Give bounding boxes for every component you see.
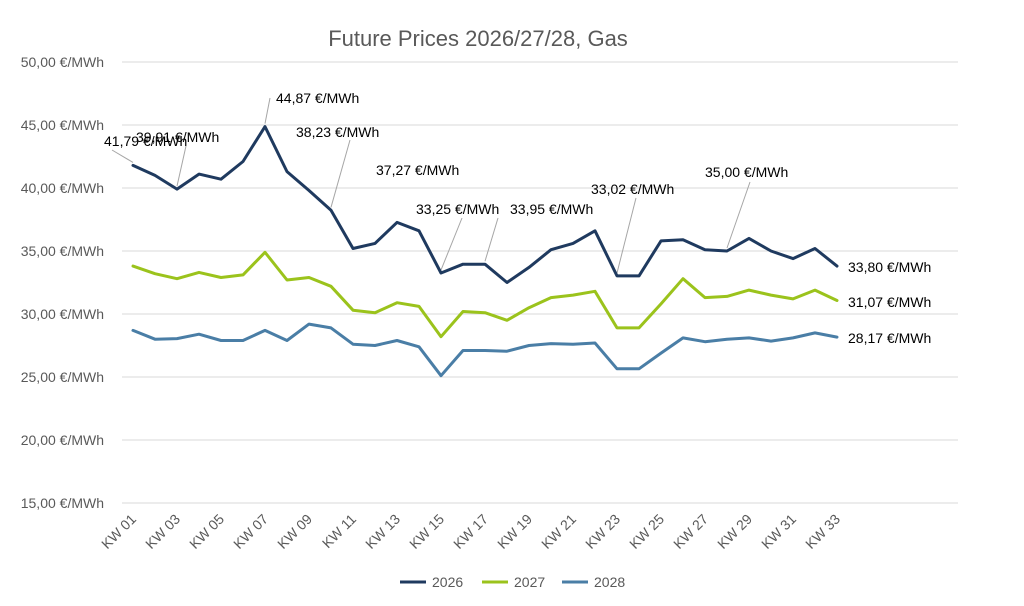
series-line-2027 <box>131 250 839 339</box>
legend-label-2026: 2026 <box>432 574 463 590</box>
x-tick-label: KW 15 <box>406 511 447 552</box>
legend-label-2028: 2028 <box>594 574 625 590</box>
leader-line <box>726 181 751 249</box>
x-tick-label: KW 33 <box>802 511 843 552</box>
data-label: 33,25 €/MWh <box>416 201 499 217</box>
series-line-2026 <box>131 125 839 284</box>
leader-line <box>264 97 271 124</box>
x-tick-label: KW 23 <box>582 511 623 552</box>
x-tick-label: KW 27 <box>670 511 711 552</box>
chart-title: Future Prices 2026/27/28, Gas <box>328 26 628 51</box>
gridlines <box>122 61 958 504</box>
y-tick-label: 40,00 €/MWh <box>21 180 104 196</box>
data-label: 33,02 €/MWh <box>591 181 674 197</box>
y-tick-label: 30,00 €/MWh <box>21 306 104 322</box>
x-tick-label: KW 09 <box>274 511 315 552</box>
y-tick-label: 20,00 €/MWh <box>21 432 104 448</box>
annotation-leader-lines <box>111 97 751 274</box>
x-tick-label: KW 01 <box>98 511 139 552</box>
data-label: 33,80 €/MWh <box>848 259 931 275</box>
data-label: 41,79 €/MWh <box>104 133 187 149</box>
leader-line <box>484 217 499 262</box>
leader-line <box>330 139 351 208</box>
x-tick-label: KW 19 <box>494 511 535 552</box>
data-label: 28,17 €/MWh <box>848 330 931 346</box>
data-label: 31,07 €/MWh <box>848 294 931 310</box>
data-label: 44,87 €/MWh <box>276 90 359 106</box>
x-axis-tick-labels: KW 01 KW 03 KW 05 KW 07 KW 09 KW 11 KW 13 KW 15… <box>98 511 843 552</box>
data-label: 33,95 €/MWh <box>510 201 593 217</box>
series-lines <box>131 125 839 378</box>
data-label: 37,27 €/MWh <box>376 162 459 178</box>
x-tick-label: KW 05 <box>186 511 227 552</box>
y-tick-label: 35,00 €/MWh <box>21 243 104 259</box>
x-tick-label: KW 31 <box>758 511 799 552</box>
x-tick-label: KW 25 <box>626 511 667 552</box>
leader-line <box>616 197 637 274</box>
y-tick-label: 45,00 €/MWh <box>21 117 104 133</box>
data-label: 39,91 €/MWh <box>136 129 219 145</box>
x-tick-label: KW 21 <box>538 511 579 552</box>
y-axis-tick-labels: 15,00 €/MWh 20,00 €/MWh 25,00 €/MWh 30,00 €… <box>21 54 104 511</box>
leader-line <box>111 149 134 163</box>
series-line-2028 <box>131 322 839 378</box>
x-tick-label: KW 29 <box>714 511 755 552</box>
x-tick-label: KW 07 <box>230 511 271 552</box>
y-tick-label: 50,00 €/MWh <box>21 54 104 70</box>
legend: 2026 2027 2028 <box>400 574 625 590</box>
x-tick-label: KW 13 <box>362 511 403 552</box>
legend-label-2027: 2027 <box>514 574 545 590</box>
x-tick-label: KW 03 <box>142 511 183 552</box>
leader-line <box>440 217 463 271</box>
x-tick-label: KW 11 <box>319 511 359 551</box>
leader-line <box>176 145 187 187</box>
data-label: 38,23 €/MWh <box>296 124 379 140</box>
y-tick-label: 15,00 €/MWh <box>21 495 104 511</box>
x-tick-label: KW 17 <box>450 511 491 552</box>
data-label: 35,00 €/MWh <box>705 164 788 180</box>
y-tick-label: 25,00 €/MWh <box>21 369 104 385</box>
